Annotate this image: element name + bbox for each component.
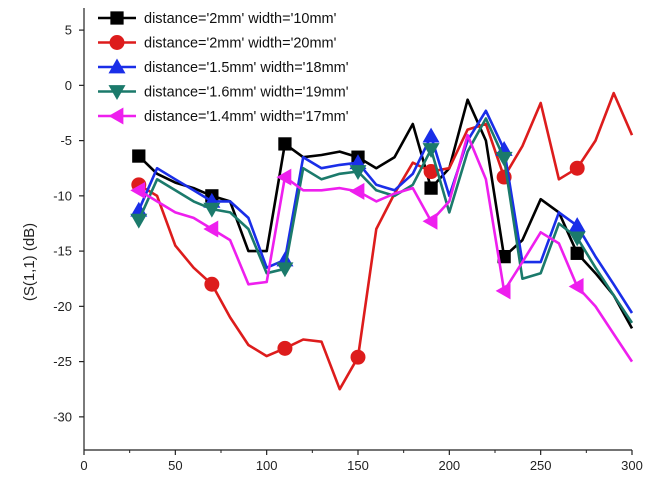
data-point xyxy=(568,277,584,295)
y-axis-label: (S(1,1) (dB) xyxy=(21,223,38,301)
data-point xyxy=(568,231,586,247)
data-point xyxy=(495,151,513,167)
series-line xyxy=(137,117,634,324)
data-point xyxy=(130,181,146,199)
data-point xyxy=(422,143,440,158)
data-point xyxy=(277,340,293,356)
data-point xyxy=(130,213,148,229)
y-tick-label: -20 xyxy=(53,299,72,314)
y-tick-label: 5 xyxy=(65,23,72,38)
x-tick-label: 100 xyxy=(256,458,278,473)
x-tick-label: 250 xyxy=(530,458,552,473)
data-point xyxy=(203,220,219,238)
x-tick-label: 200 xyxy=(438,458,460,473)
series-line xyxy=(138,133,634,363)
legend-label: distance='2mm' width='10mm' xyxy=(144,11,337,27)
series-line xyxy=(138,91,634,391)
series-5 xyxy=(130,133,634,363)
x-ticks: 0 50 100 150 200 250 300 xyxy=(80,450,643,473)
data-point xyxy=(350,349,366,365)
data-point xyxy=(349,182,365,200)
data-point xyxy=(570,246,584,260)
legend-marker xyxy=(110,11,124,25)
x-tick-label: 50 xyxy=(168,458,182,473)
legend-label: distance='1.5mm' width='18mm' xyxy=(144,60,349,76)
data-point xyxy=(276,168,292,186)
legend-label: distance='1.6mm' width='19mm' xyxy=(144,85,349,101)
data-point xyxy=(497,249,511,264)
legend-label: distance='1.4mm' width='17mm' xyxy=(144,109,349,125)
x-tick-label: 150 xyxy=(347,458,369,473)
data-point xyxy=(422,212,438,230)
data-point xyxy=(278,137,292,151)
series-4 xyxy=(130,117,634,324)
legend: distance='2mm' width='10mm' distance='2mm… xyxy=(98,11,349,125)
y-tick-label: -5 xyxy=(60,133,72,148)
legend-item: distance='2mm' width='20mm' xyxy=(98,35,337,52)
legend-marker xyxy=(108,107,124,125)
data-point xyxy=(203,202,221,218)
plot-area xyxy=(84,8,632,450)
legend-marker xyxy=(108,85,126,100)
series-layer xyxy=(130,91,634,391)
data-point xyxy=(422,127,440,143)
data-point xyxy=(204,276,220,292)
legend-item: distance='2mm' width='10mm' xyxy=(98,11,337,27)
legend-marker xyxy=(108,58,126,74)
data-point xyxy=(569,160,585,176)
y-tick-label: -30 xyxy=(53,409,72,424)
data-point xyxy=(423,164,439,180)
y-tick-label: 0 xyxy=(65,78,72,93)
y-tick-label: -10 xyxy=(53,188,72,203)
data-point xyxy=(132,149,146,163)
data-point xyxy=(424,181,438,195)
x-tick-label: 300 xyxy=(621,458,643,473)
legend-item: distance='1.5mm' width='18mm' xyxy=(98,58,349,76)
legend-item: distance='1.6mm' width='19mm' xyxy=(98,85,349,101)
y-ticks: 5 0 -5 -10 -15 -20 -25 -30 xyxy=(53,23,84,424)
data-point xyxy=(276,262,294,278)
series-line xyxy=(137,98,634,330)
data-point xyxy=(349,165,367,181)
y-tick-label: -25 xyxy=(53,354,72,369)
legend-label: distance='2mm' width='20mm' xyxy=(144,36,337,52)
y-tick-label: -15 xyxy=(53,244,72,259)
data-point xyxy=(495,282,511,300)
legend-marker xyxy=(109,35,125,50)
data-point xyxy=(568,217,586,233)
legend-item: distance='1.4mm' width='17mm' xyxy=(98,107,349,125)
x-tick-label: 0 xyxy=(80,458,87,473)
